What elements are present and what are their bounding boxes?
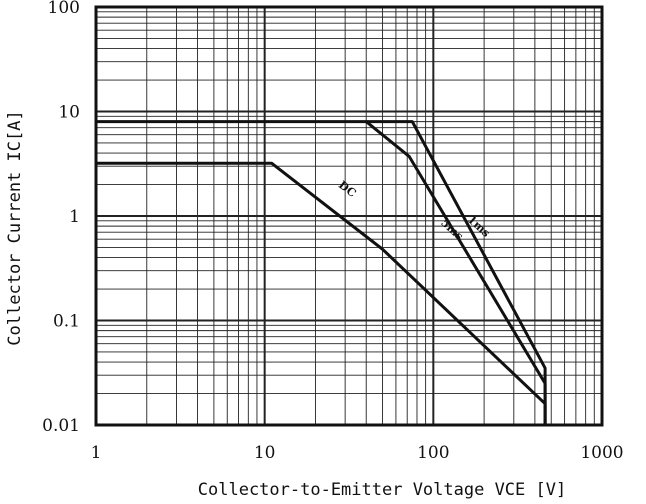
tick-labels: 1 10 100 1000 100 10 1 0.1 0.01: [42, 0, 623, 463]
series-layer: [96, 120, 547, 425]
series-label-1ms: 1ms: [465, 213, 493, 240]
series-line-dc: [96, 161, 547, 425]
x-tick-label: 10: [254, 443, 276, 463]
x-tick-label: 1: [91, 443, 102, 463]
y-tick-label: 10: [58, 103, 80, 123]
x-tick-label: 100: [417, 443, 449, 463]
x-tick-label: 1000: [580, 443, 623, 463]
grid-lines: [96, 7, 602, 425]
y-tick-label: 100: [48, 0, 80, 18]
y-tick-label: 1: [69, 207, 80, 227]
y-tick-label: 0.01: [42, 416, 80, 436]
x-axis-title: Collector-to-Emitter Voltage VCE [V]: [198, 480, 566, 500]
y-axis-title: Collector Current IC[A]: [5, 110, 25, 345]
plot-frame: [94, 5, 604, 427]
y-tick-label: 0.1: [53, 312, 80, 332]
series-label-dc: DC: [336, 178, 359, 200]
